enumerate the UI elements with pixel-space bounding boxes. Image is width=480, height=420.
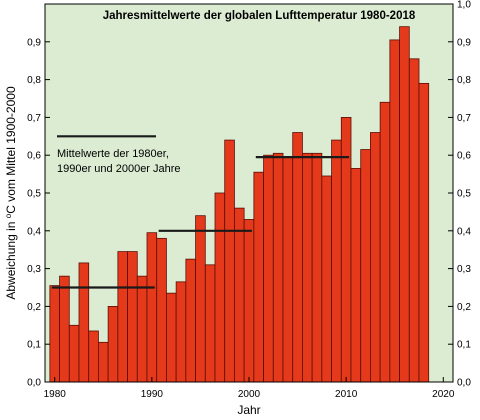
bar-2014 <box>379 101 391 383</box>
bar-2016 <box>399 26 410 383</box>
bar-2002 <box>263 154 274 383</box>
y-tick-label-right: 0,9 <box>457 37 471 48</box>
y-tick-label-left: 0,1 <box>27 340 41 351</box>
bar-1992 <box>166 292 177 383</box>
bar-1980 <box>49 285 60 383</box>
y-tick-label-right: 0,4 <box>457 226 471 237</box>
decade-means-group <box>51 155 350 289</box>
y-tick-label-right: 0,1 <box>457 340 471 351</box>
bar-1989 <box>136 275 148 383</box>
y-tick-label-left: 0,9 <box>27 37 41 48</box>
bar-1990 <box>146 232 158 383</box>
bar-2003 <box>272 152 284 383</box>
bar-1988 <box>127 251 138 383</box>
bar-1999 <box>234 207 245 383</box>
bar-1986 <box>107 305 119 383</box>
x-tick-label-2020: 2020 <box>432 389 455 400</box>
bar-1981 <box>59 275 70 383</box>
x-axis-title: Jahr <box>237 403 260 417</box>
y-axis-title-superscript: o <box>4 213 13 218</box>
y-tick-label-left: 0,7 <box>27 113 41 124</box>
bar-1982 <box>68 324 80 383</box>
y-axis-title-suffix: C vom Mittel 1900-2000 <box>4 86 18 214</box>
y-tick-label-right: 0,3 <box>457 264 471 275</box>
bar-1985 <box>98 341 109 383</box>
bar-2000 <box>243 219 255 383</box>
bar-2006 <box>302 152 313 383</box>
y-tick-label-left: 0,8 <box>27 75 41 86</box>
legend: Mittelwerte der 1980er, 1990er und 2000e… <box>57 135 181 175</box>
bar-2015 <box>389 39 400 383</box>
y-tick-label-left: 0,0 <box>27 378 41 389</box>
bar-2011 <box>350 168 362 383</box>
bar-1987 <box>117 251 128 383</box>
chart-title: Jahresmittelwerte der globalen Lufttempe… <box>103 10 416 22</box>
y-tick-label-left: 0,5 <box>27 189 41 200</box>
y-tick-label-left: 0,6 <box>27 151 41 162</box>
legend-text-line-1: Mittelwerte der 1980er, <box>57 148 169 160</box>
bar-2007 <box>311 152 323 383</box>
y-tick-label-right: 0,7 <box>457 113 471 124</box>
bar-2004 <box>282 156 294 383</box>
bar-2008 <box>321 175 332 383</box>
bar-2009 <box>331 139 342 383</box>
bar-1984 <box>88 330 99 383</box>
bar-1991 <box>156 237 167 383</box>
y-tick-label-right: 0,0 <box>457 378 471 389</box>
bar-2013 <box>370 132 381 383</box>
y-tick-label-left: 0,4 <box>27 226 41 237</box>
x-tick-label-2010: 2010 <box>335 389 358 400</box>
bar-2018 <box>418 82 430 383</box>
bar-2005 <box>292 132 303 383</box>
bar-2017 <box>408 58 420 383</box>
bar-1995 <box>195 215 206 383</box>
bar-1998 <box>224 139 235 383</box>
y-tick-label-left: 0,2 <box>27 302 41 313</box>
y-tick-label-right: 0,2 <box>457 302 471 313</box>
bar-1996 <box>204 264 216 383</box>
x-tick-label-2000: 2000 <box>238 389 261 400</box>
y-axis-title-prefix: Abweichung in <box>4 218 18 299</box>
bar-1993 <box>175 281 187 383</box>
y-tick-label-right: 0,5 <box>457 189 471 200</box>
bar-1994 <box>185 258 196 383</box>
y-tick-label-right: 1,0 <box>457 0 471 11</box>
y-axis-title: Abweichung in oC vom Mittel 1900-2000 <box>4 86 18 300</box>
x-tick-label-1980: 1980 <box>44 389 67 400</box>
bar-2012 <box>360 149 371 383</box>
y-tick-label-right: 0,6 <box>457 151 471 162</box>
bar-2001 <box>253 171 264 383</box>
bar-1997 <box>214 192 226 383</box>
y-tick-label-right: 0,8 <box>457 75 471 86</box>
x-tick-label-1990: 1990 <box>141 389 164 400</box>
legend-text-line-2: 1990er und 2000er Jahre <box>57 163 181 175</box>
axes-group: 0,0 0,1 0,2 0,3 0,4 0,5 0,6 0,7 0,8 0,9 0,0 0,1 0,2 0… <box>27 0 471 400</box>
bar-1983 <box>78 262 90 383</box>
y-tick-label-left: 0,3 <box>27 264 41 275</box>
